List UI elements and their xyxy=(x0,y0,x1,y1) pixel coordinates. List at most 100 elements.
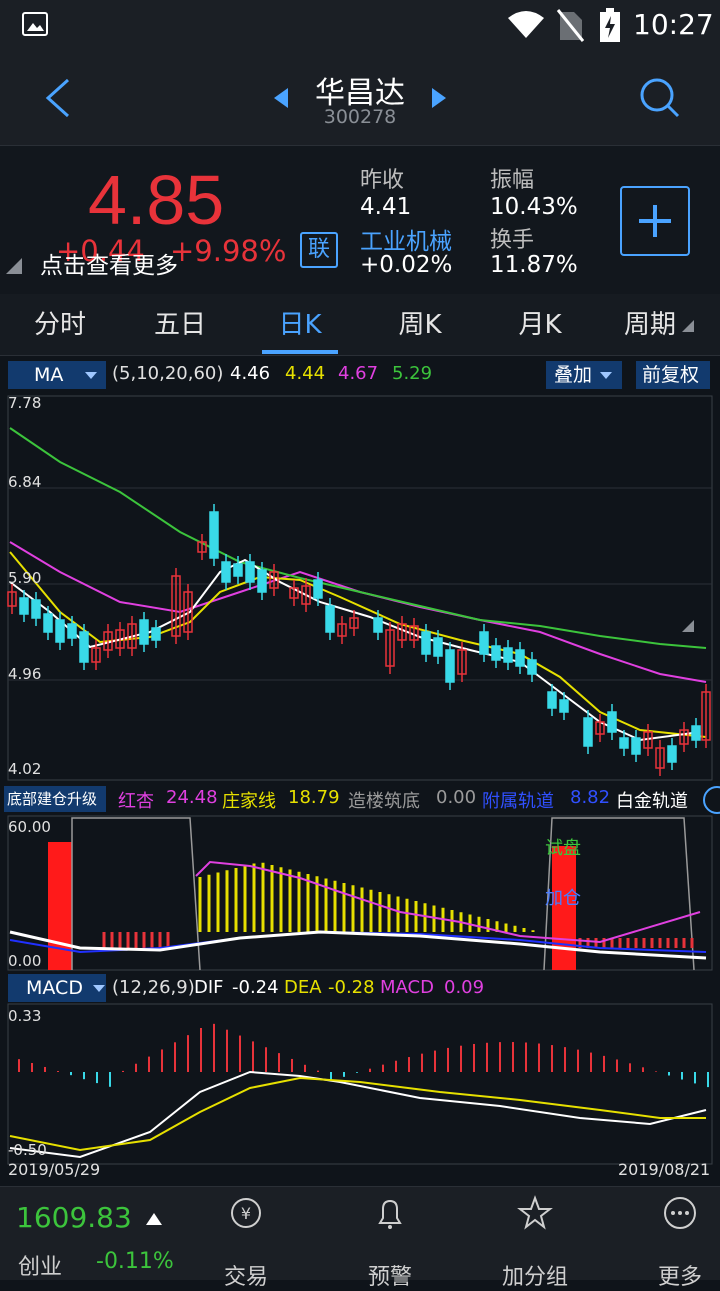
dea-line xyxy=(9,1076,706,1152)
see-more-hint[interactable]: 点击查看更多 xyxy=(40,253,178,279)
candle-body xyxy=(233,563,243,577)
macd-bottom-value: -0.50 xyxy=(8,1141,47,1159)
tab-fenshi[interactable]: 分时 xyxy=(33,310,86,340)
macd-label: MACD xyxy=(26,977,83,999)
macd-bar xyxy=(681,1072,683,1080)
period-corner-icon-2 xyxy=(682,320,694,332)
candle-body xyxy=(409,625,419,641)
macd-bar xyxy=(382,1064,384,1072)
industry-link[interactable]: 工业机械 xyxy=(360,229,452,255)
candle-body xyxy=(313,579,323,599)
add-watchlist-button[interactable] xyxy=(620,186,690,256)
back-icon[interactable] xyxy=(40,76,76,120)
svg-text:¥: ¥ xyxy=(241,1204,251,1223)
candle-body xyxy=(269,571,279,589)
ma-params: (5,10,20,60) xyxy=(112,363,224,384)
current-price: 4.85 xyxy=(88,161,225,239)
bell-icon xyxy=(378,1199,402,1229)
candle-body xyxy=(679,729,689,745)
candle-body xyxy=(655,747,665,769)
macd-bar xyxy=(96,1072,98,1084)
more-button[interactable]: 更多 xyxy=(620,1195,720,1291)
index-value[interactable]: 1609.83 xyxy=(16,1201,132,1234)
ma10-line xyxy=(9,551,707,738)
macd-bar xyxy=(343,1072,345,1077)
index-up-icon xyxy=(146,1213,162,1225)
macd-bar xyxy=(304,1064,306,1072)
overlay-selector[interactable]: 叠加 xyxy=(546,361,622,389)
candle-body xyxy=(421,631,431,655)
ma60-value: 5.29 xyxy=(392,363,433,384)
candle-body xyxy=(547,691,557,709)
indicator-bottom-value: 0.00 xyxy=(8,952,42,970)
alert-button[interactable]: 预警 xyxy=(330,1195,450,1291)
zaolou-value: 0.00 xyxy=(436,787,477,808)
macd-bar xyxy=(369,1068,371,1072)
chevron-down-icon xyxy=(85,372,98,379)
ma10-value: 4.44 xyxy=(285,363,326,384)
trade-button[interactable]: ¥ 交易 xyxy=(186,1195,306,1291)
quote-panel[interactable]: 4.85 +0.44 +9.98% 点击查看更多 联 昨收 4.41 工业机械 … xyxy=(0,146,720,294)
kline-chart[interactable] xyxy=(0,392,720,1180)
macd-bar xyxy=(135,1063,137,1072)
macd-bar xyxy=(122,1070,124,1072)
candle-body xyxy=(583,717,593,747)
price-change: +0.44 xyxy=(56,234,145,268)
macd-bar xyxy=(590,1052,592,1072)
amplitude-value: 10.43% xyxy=(490,194,578,220)
macd-params: (12,26,9) xyxy=(112,977,195,998)
candle-body xyxy=(221,561,231,583)
macd-bar xyxy=(278,1053,280,1072)
macd-bar xyxy=(434,1050,436,1072)
tab-wuri[interactable]: 五日 xyxy=(153,310,206,340)
price-change-pct: +9.98% xyxy=(170,234,287,268)
adjust-button[interactable]: 前复权 xyxy=(636,361,710,389)
candle-body xyxy=(701,691,711,741)
indicator-top-value: 60.00 xyxy=(8,818,51,836)
related-button[interactable]: 联 xyxy=(300,232,338,268)
zhuang-value: 18.79 xyxy=(288,787,340,808)
indicator-help-icon[interactable] xyxy=(703,786,720,814)
candle-body xyxy=(631,737,641,755)
price-level-2: 6.84 xyxy=(8,473,42,491)
candle-body xyxy=(385,629,395,667)
candle-body xyxy=(559,699,569,713)
price-level-5: 4.02 xyxy=(8,760,42,778)
add-group-button[interactable]: 加分组 xyxy=(475,1195,595,1291)
macd-bar xyxy=(616,1059,618,1072)
signal-add-label: 加仓 xyxy=(545,888,581,909)
macd-value: 0.09 xyxy=(444,977,485,998)
ma60-line xyxy=(9,427,707,649)
macd-bar xyxy=(538,1043,540,1072)
macd-bar xyxy=(317,1070,319,1072)
macd-bar xyxy=(44,1066,46,1072)
macd-bar xyxy=(447,1047,449,1072)
more-icon xyxy=(664,1197,696,1229)
tab-day-k[interactable]: 日K xyxy=(278,310,322,340)
macd-bar xyxy=(551,1045,553,1072)
candle-body xyxy=(245,561,255,583)
no-sim-icon xyxy=(556,9,584,42)
price-level-1: 7.78 xyxy=(8,394,42,412)
tab-week-k[interactable]: 周K xyxy=(398,310,442,340)
date-start: 2019/05/29 xyxy=(8,1160,101,1179)
macd-bar xyxy=(18,1059,20,1072)
macd-bar xyxy=(109,1072,111,1087)
candle-body xyxy=(515,649,525,667)
ma-selector[interactable]: MA xyxy=(8,361,106,389)
next-stock-icon[interactable] xyxy=(430,88,446,108)
tab-month-k[interactable]: 月K xyxy=(518,310,562,340)
tab-period[interactable]: 周期 xyxy=(623,310,676,340)
active-tab-underline xyxy=(262,350,338,354)
macd-selector[interactable]: MACD xyxy=(8,974,106,1002)
period-tabs: 分时 五日 日K 周K 月K 周期 xyxy=(0,294,720,632)
macd-bar xyxy=(161,1049,163,1072)
stock-code: 300278 xyxy=(323,106,397,128)
prev-stock-icon[interactable] xyxy=(274,88,290,108)
macd-bar xyxy=(252,1041,254,1072)
macd-bar xyxy=(291,1058,293,1072)
search-icon[interactable] xyxy=(638,76,682,120)
indicator-selector[interactable]: 底部建仓升级 xyxy=(4,786,106,812)
dif-value: -0.24 xyxy=(232,977,279,998)
macd-bar xyxy=(174,1042,176,1072)
